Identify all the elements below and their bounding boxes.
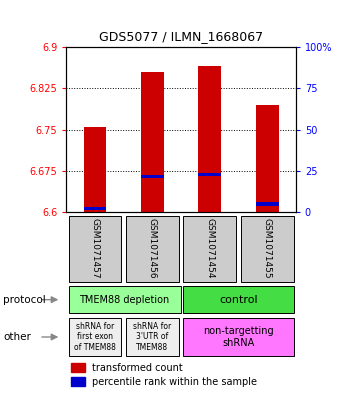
Bar	[183, 215, 236, 281]
Bar	[198, 173, 221, 176]
Text: GSM1071456: GSM1071456	[148, 218, 157, 279]
Text: transformed count: transformed count	[91, 363, 182, 373]
Bar	[69, 215, 121, 281]
Title: GDS5077 / ILMN_1668067: GDS5077 / ILMN_1668067	[99, 30, 263, 43]
Bar	[71, 363, 85, 372]
Bar	[141, 175, 164, 178]
Bar	[198, 66, 221, 212]
Bar	[241, 215, 293, 281]
Text: GSM1071457: GSM1071457	[90, 218, 100, 279]
Bar	[183, 318, 293, 356]
Text: protocol: protocol	[3, 295, 46, 305]
Text: other: other	[3, 332, 31, 342]
Bar	[256, 105, 278, 212]
Text: control: control	[219, 295, 258, 305]
Bar	[126, 215, 179, 281]
Text: percentile rank within the sample: percentile rank within the sample	[91, 377, 257, 387]
Text: GSM1071454: GSM1071454	[205, 219, 214, 279]
Bar	[84, 207, 106, 210]
Text: shRNA for
first exon
of TMEM88: shRNA for first exon of TMEM88	[74, 322, 116, 352]
Bar	[183, 286, 293, 313]
Bar	[141, 72, 164, 212]
Text: TMEM88 depletion: TMEM88 depletion	[79, 295, 169, 305]
Bar	[71, 377, 85, 386]
Bar	[256, 202, 278, 206]
Bar	[126, 318, 179, 356]
Bar	[69, 286, 181, 313]
Bar	[69, 318, 121, 356]
Text: GSM1071455: GSM1071455	[262, 218, 272, 279]
Text: shRNA for
3'UTR of
TMEM88: shRNA for 3'UTR of TMEM88	[133, 322, 171, 352]
Text: non-targetting
shRNA: non-targetting shRNA	[203, 326, 274, 348]
Bar	[84, 127, 106, 212]
